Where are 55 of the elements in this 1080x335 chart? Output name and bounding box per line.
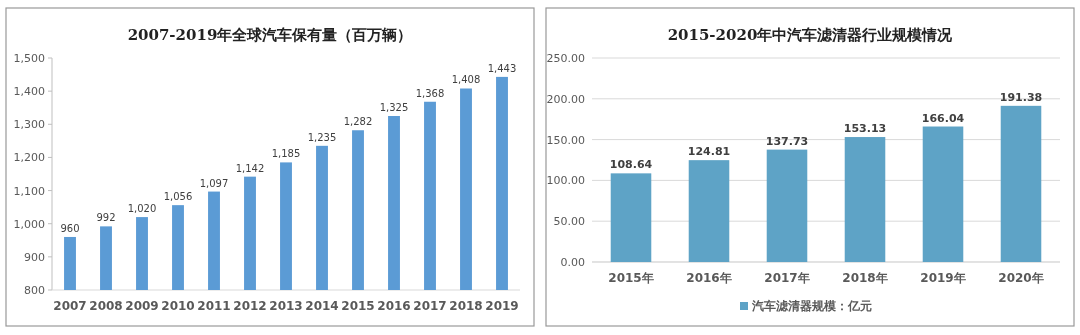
y-tick-label: 1,500 bbox=[13, 52, 45, 65]
data-label: 1,056 bbox=[163, 191, 193, 203]
data-label: 137.73 bbox=[765, 134, 809, 148]
chart-title: 2007-2019年全球汽车保有量（百万辆） bbox=[127, 26, 413, 44]
data-label: 153.13 bbox=[843, 122, 887, 136]
x-tick-label: 2018年 bbox=[842, 271, 888, 285]
data-label: 1,020 bbox=[127, 203, 157, 215]
data-label: 960 bbox=[60, 222, 80, 234]
x-tick-label: 2017 bbox=[413, 299, 447, 313]
x-tick-label: 2020年 bbox=[998, 271, 1044, 285]
x-tick-label: 2016年 bbox=[686, 271, 732, 285]
x-tick-label: 2016 bbox=[377, 299, 411, 313]
data-label: 1,235 bbox=[307, 131, 337, 143]
x-tick-label: 2012 bbox=[233, 299, 267, 313]
x-tick-label: 2011 bbox=[197, 299, 231, 313]
x-tick-label: 2008 bbox=[89, 299, 123, 313]
y-tick-label: 900 bbox=[24, 250, 45, 264]
data-label: 1,142 bbox=[235, 162, 265, 174]
x-tick-label: 2019年 bbox=[920, 271, 966, 285]
x-tick-label: 2007 bbox=[53, 299, 87, 313]
y-tick-label: 800 bbox=[24, 284, 45, 297]
x-tick-label: 2014 bbox=[305, 299, 339, 313]
legend-label: 汽车滤清器规模：亿元 bbox=[751, 299, 872, 313]
y-tick-label: 1,000 bbox=[13, 217, 45, 231]
y-tick-label: 1,100 bbox=[13, 184, 45, 198]
data-label: 191.38 bbox=[999, 90, 1043, 104]
data-label: 1,408 bbox=[451, 74, 481, 86]
x-tick-label: 2013 bbox=[269, 299, 303, 313]
y-tick-label: 100.00 bbox=[546, 174, 585, 188]
y-tick-label: 1,200 bbox=[13, 151, 45, 165]
data-label: 166.04 bbox=[921, 111, 965, 125]
x-tick-label: 2015年 bbox=[608, 271, 654, 285]
x-tick-label: 2009 bbox=[125, 299, 159, 313]
y-tick-label: 200.00 bbox=[546, 92, 585, 106]
x-tick-label: 2010 bbox=[161, 299, 195, 313]
x-tick-label: 2017年 bbox=[764, 271, 810, 285]
data-label: 124.81 bbox=[687, 145, 731, 159]
y-tick-label: 1,300 bbox=[13, 118, 45, 132]
data-label: 1,325 bbox=[379, 102, 409, 113]
data-label: 992 bbox=[96, 212, 116, 224]
data-label: 1,097 bbox=[199, 177, 229, 189]
data-label: 1,368 bbox=[415, 87, 445, 99]
y-tick-label: 1,400 bbox=[13, 85, 45, 99]
x-tick-label: 2015 bbox=[341, 299, 375, 313]
y-tick-label: 0.00 bbox=[560, 256, 585, 269]
y-tick-label: 50.00 bbox=[553, 215, 585, 229]
chart-title: 2015-2020年中汽车滤清器行业规模情况 bbox=[667, 26, 954, 44]
data-label: 1,282 bbox=[343, 116, 373, 128]
y-tick-label: 150.00 bbox=[546, 133, 585, 147]
data-label: 108.64 bbox=[609, 158, 653, 172]
x-tick-label: 2018 bbox=[449, 299, 483, 313]
data-label: 1,185 bbox=[271, 148, 301, 160]
x-tick-label: 2019 bbox=[485, 299, 519, 313]
data-label: 1,443 bbox=[487, 62, 517, 74]
y-tick-label: 250.00 bbox=[546, 52, 585, 65]
